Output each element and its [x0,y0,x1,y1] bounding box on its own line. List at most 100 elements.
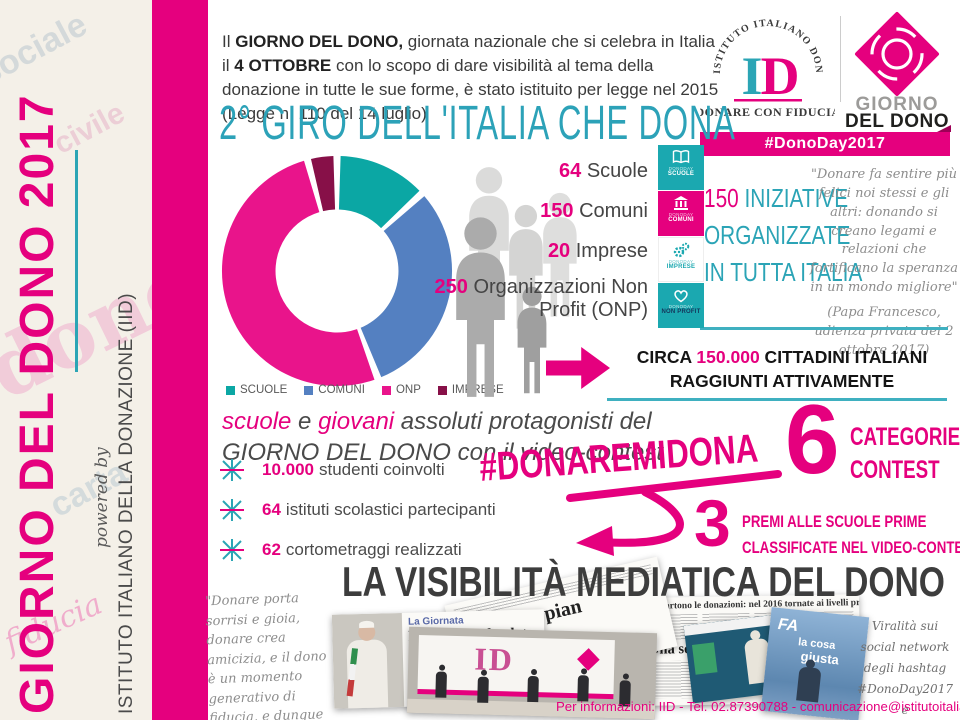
bullet-label: istituti scolastici partecipanti [285,500,496,519]
stat-comuni: 150 Comuni [430,200,648,223]
premi-line1: PREMI ALLE SCUOLE PRIME [742,512,927,531]
tile-scuole: DONODAY SCUOLE [658,145,704,190]
legend-item-scuole: SCUOLE [226,384,287,396]
speaker-silhouette [577,675,589,702]
donoday-hashtag-banner: #DonoDay2017 [700,125,951,156]
contest-categorie: CATEGORIE [850,423,960,451]
papa-francesco-quote: "Donare fa sentire più felici noi stessi… [810,166,958,360]
protagonisti-statement: scuole e giovani assoluti protagonisti d… [222,406,663,468]
prota-line2: GIORNO DEL DONO con il video-contest [222,439,664,467]
reach-number: 150.000 [696,347,760,367]
stat-value: 250 [434,276,468,298]
intro-bold-date: 4 OTTOBRE [234,56,332,76]
gdd-line2: DEL DONO [845,111,949,128]
organization-name-vertical: ISTITUTO ITALIANO DELLA DONAZIONE (IID) [116,292,137,714]
pope-photo [331,612,405,709]
prota-text: e [291,408,319,435]
bullet-value: 64 [262,500,281,519]
iid-tagline: DONARE CON FIDUCIA [700,105,835,119]
stat-label: Scuole [581,160,648,182]
speaker-silhouette [527,675,539,703]
bullet-value: 10.000 [262,460,314,479]
asterisk-icon [220,539,244,561]
quote-text: "Donare porta sorrisi e gioia, donare cr… [204,591,327,720]
donut-segment-onp [221,160,375,387]
donut-chart [221,156,453,387]
contact-footer: Per informazioni: IID - Tel. 02.87390788… [556,699,960,714]
gears-icon [673,242,690,258]
tile-sub: DONODAY [668,166,694,171]
iniziative-line2: ORGANIZZATE [704,220,851,250]
stat-value: 64 [559,160,582,182]
legend-item-comuni: COMUNI [304,384,365,396]
reach-text: CITTADINI ITALIANI [759,347,928,367]
iniziative-text: INIZIATIVE [738,183,849,213]
legend-label: ONP [395,384,421,396]
reach-statement: CIRCA 150.000 CITTADINI ITALIANI RAGGIUN… [612,346,952,393]
tile-imprese: DONODAY IMPRESE [658,237,704,282]
asterisk-icon [220,459,244,481]
reach-line2: RAGGIUNTI ATTIVAMENTE [669,370,895,391]
book-icon [672,150,690,164]
legend-label: SCUOLE [240,384,288,396]
iid-letter-d: D [761,46,800,106]
highlight-giovani: giovani [318,408,395,435]
tile-sub: DONODAY [668,304,694,309]
tile-sub: DONODAY [668,212,694,217]
tile-label: SCUOLE [667,171,695,177]
contest-contest: CONTEST [850,456,940,484]
intro-text: con lo scopo di dare visibilità al tema … [222,56,719,124]
donut-segment-imprese [310,156,336,212]
giorno-del-dono-logo: GIORNO DEL DONO [845,12,949,128]
stat-label: Organizzazioni Non Profit (ONP) [467,276,648,321]
stat-label: Comuni [573,200,648,222]
vertical-divider [75,150,78,372]
diamond-icon [855,12,939,96]
asterisk-icon [220,499,244,521]
stat-onp: 250 Organizzazioni Non Profit (ONP) [430,276,648,322]
contest-number-3: 3 [694,486,731,560]
speaker-silhouette [477,676,489,703]
intro-bold-giorno-del-dono: GIORNO DEL DONO, [235,32,404,51]
intro-text: giornata nazionale che si celebra in Ita… [222,32,715,76]
bullet-istituti: 64 istituti scolastici partecipanti [220,498,496,522]
tile-label: COMUNI [668,217,694,223]
bullet-studenti: 10.000 studenti coinvolti [220,458,445,482]
bullet-value: 62 [262,540,281,559]
magenta-accent-bar [152,0,208,720]
iid-letter-i: I [741,46,762,106]
bullet-label: cortometraggi realizzati [285,540,462,559]
page-title: 2° GIRO DELL'ITALIA CHE DONA [219,97,736,150]
powered-by-label: powered by [92,447,112,548]
donut-segment-comuni [360,196,453,378]
media-section-title: LA VISIBILITÀ MEDIATICA DEL DONO [342,558,945,605]
stat-scuole: 64 Scuole [430,160,648,183]
tile-comuni: DONODAY COMUNI [658,191,704,236]
diamond-swirls [870,27,924,81]
prota-text: assoluti protagonisti del [394,408,652,435]
speaker-silhouette [435,671,448,698]
left-sidebar: sociale civile dono fiducia carta GIORNO… [0,0,152,720]
event-title-vertical: GIORNO DEL DONO 2017 [11,93,64,714]
legend-swatch [304,385,314,395]
premi-line2: CLASSIFICATE NEL VIDEO-CONTEST [742,538,960,557]
bullet-cortometraggi: 62 cortometraggi realizzati [220,538,462,562]
iniziative-line1: 150 INIZIATIVE [704,180,862,217]
quote-text: "Donare fa sentire più felici noi stessi… [810,167,958,296]
legend-swatch [437,385,447,395]
bullet-label: studenti coinvolti [319,460,445,479]
guest-silhouette [796,666,822,703]
iniziative-block: 150 INIZIATIVE ORGANIZZATE IN TUTTA ITAL… [704,180,862,291]
iid-logo: ISTITUTO ITALIANO DONAZIONE I D DONARE C… [700,8,835,119]
social-virality-note: Viralità sui social network degli hashta… [857,619,953,717]
stat-imprese: 20 Imprese [430,240,648,263]
backdrop-id-letters: ID [473,640,515,678]
diamond-ring [881,38,913,70]
tile-label: IMPRESE [666,264,696,270]
hashtag-underline-arrow [566,470,782,556]
mattarella-quote: "Donare porta sorrisi e gioia, donare cr… [205,588,341,720]
legend-swatch [381,385,391,395]
intro-paragraph: Il GIORNO DEL DONO, giornata nazionale c… [222,30,722,127]
heart-icon [674,290,688,303]
